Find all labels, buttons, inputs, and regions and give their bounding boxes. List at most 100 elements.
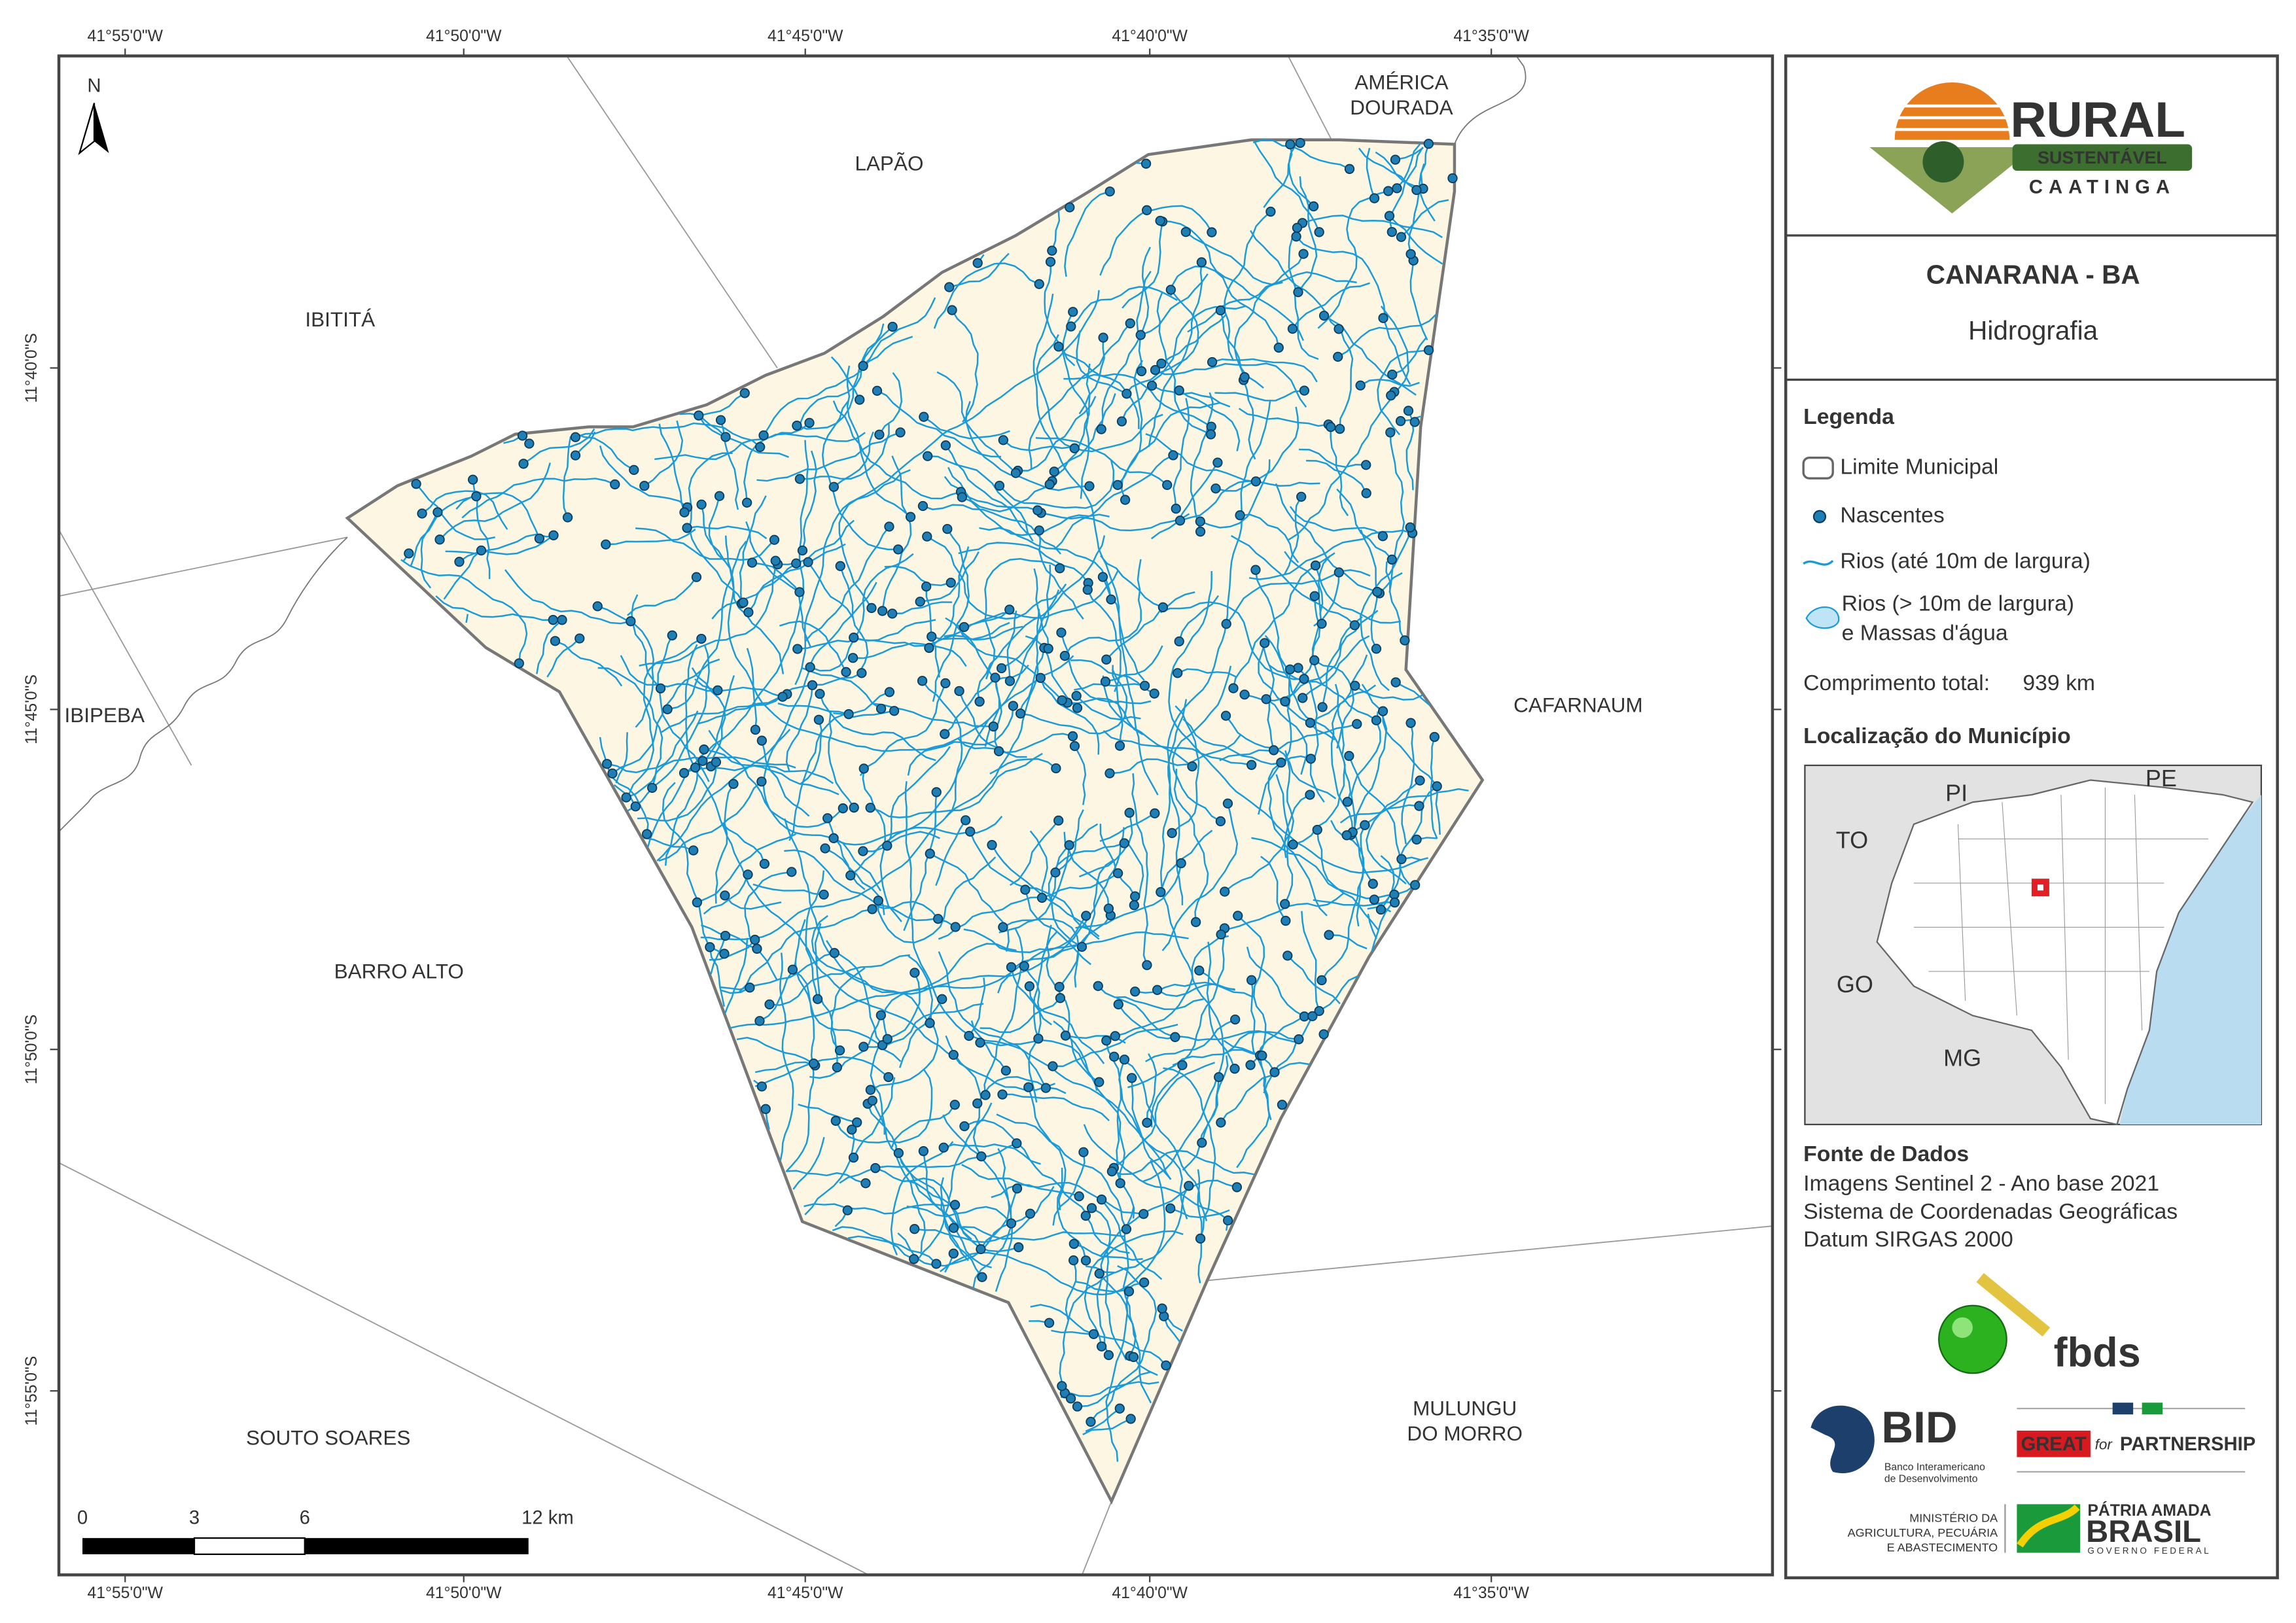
spring <box>1423 139 1434 149</box>
spring <box>1142 1117 1152 1128</box>
river <box>1380 305 1409 396</box>
river <box>599 737 649 835</box>
river <box>881 455 912 612</box>
spring <box>1386 390 1396 401</box>
spring <box>1280 696 1290 707</box>
spring <box>1044 479 1055 490</box>
river <box>1367 913 1377 939</box>
river <box>1002 918 1080 988</box>
spring <box>756 1081 767 1092</box>
river <box>1023 966 1042 1103</box>
river <box>878 372 903 436</box>
spring <box>874 429 885 440</box>
spring <box>1299 1011 1310 1022</box>
river <box>794 290 1100 686</box>
spring <box>843 709 854 720</box>
river <box>667 540 747 710</box>
spring <box>691 572 702 582</box>
spring <box>838 803 848 814</box>
spring <box>1220 886 1230 897</box>
river <box>1058 346 1140 429</box>
river <box>691 667 726 767</box>
river <box>739 495 767 604</box>
spring <box>931 1259 942 1269</box>
river <box>1401 722 1415 845</box>
spring <box>922 531 932 542</box>
spring <box>1103 1350 1114 1361</box>
river <box>876 390 1001 458</box>
spring <box>1405 718 1416 728</box>
spring <box>682 523 692 533</box>
governo-text: GOVERNO FEDERAL <box>2087 1546 2211 1556</box>
legend-item: Nascentes <box>1840 503 1944 528</box>
river <box>1243 379 1256 460</box>
river <box>646 440 809 848</box>
legend-spring-symbol <box>1812 510 1827 523</box>
spring <box>940 440 951 451</box>
river <box>1306 459 1368 494</box>
river <box>892 601 953 615</box>
spring <box>965 826 976 837</box>
spring <box>1146 380 1157 391</box>
river <box>597 667 663 788</box>
spring <box>1053 341 1064 352</box>
brasil-mark-swoosh <box>2017 1504 2080 1548</box>
river <box>969 831 1100 937</box>
river <box>1220 310 1264 389</box>
spring <box>887 608 898 619</box>
river <box>1161 313 1227 364</box>
spring <box>987 840 997 850</box>
river <box>1320 820 1365 981</box>
spring <box>1378 313 1388 323</box>
river <box>811 915 931 1024</box>
scale-segment <box>82 1538 194 1554</box>
river <box>1339 804 1420 824</box>
river <box>439 462 551 540</box>
river <box>1133 1356 1158 1376</box>
spring <box>1080 1210 1091 1221</box>
spring <box>925 1018 935 1028</box>
river <box>656 582 877 862</box>
spring <box>562 512 573 523</box>
river <box>1040 512 1190 532</box>
spring <box>791 558 802 568</box>
spring <box>1076 941 1087 952</box>
spring <box>1150 364 1161 375</box>
river <box>862 297 936 367</box>
spring <box>647 782 658 794</box>
spring <box>867 1095 877 1106</box>
spring <box>1387 369 1398 380</box>
spring <box>1305 718 1316 728</box>
spring <box>1167 828 1177 839</box>
river <box>996 1113 1127 1230</box>
spring <box>1282 951 1293 961</box>
river <box>1321 616 1363 708</box>
fbds-highlight <box>1952 1317 1973 1338</box>
legend-item: Rios (> 10m de largura) <box>1842 591 2074 616</box>
river <box>415 483 495 540</box>
spring <box>1293 663 1303 673</box>
river <box>1124 289 1199 396</box>
spring <box>1405 522 1415 532</box>
spring <box>433 507 443 517</box>
river <box>1061 1381 1159 1397</box>
spring <box>1069 1238 1079 1249</box>
spring <box>1057 695 1067 706</box>
lon-label-bottom: 41°55'0"W <box>87 1584 163 1602</box>
spring <box>1280 899 1290 909</box>
river <box>859 682 947 777</box>
river <box>853 642 967 667</box>
spring <box>858 846 868 856</box>
spring <box>696 499 707 510</box>
spring <box>1139 1277 1150 1288</box>
legend-river-symbol <box>1803 559 1834 566</box>
spring <box>893 1147 904 1159</box>
spring <box>679 768 690 778</box>
spring <box>1094 1077 1104 1087</box>
spring <box>949 1100 960 1110</box>
river <box>1380 855 1395 911</box>
river <box>1029 986 1105 1064</box>
river <box>1056 1168 1087 1261</box>
river <box>1292 282 1370 330</box>
spring <box>832 1062 842 1073</box>
